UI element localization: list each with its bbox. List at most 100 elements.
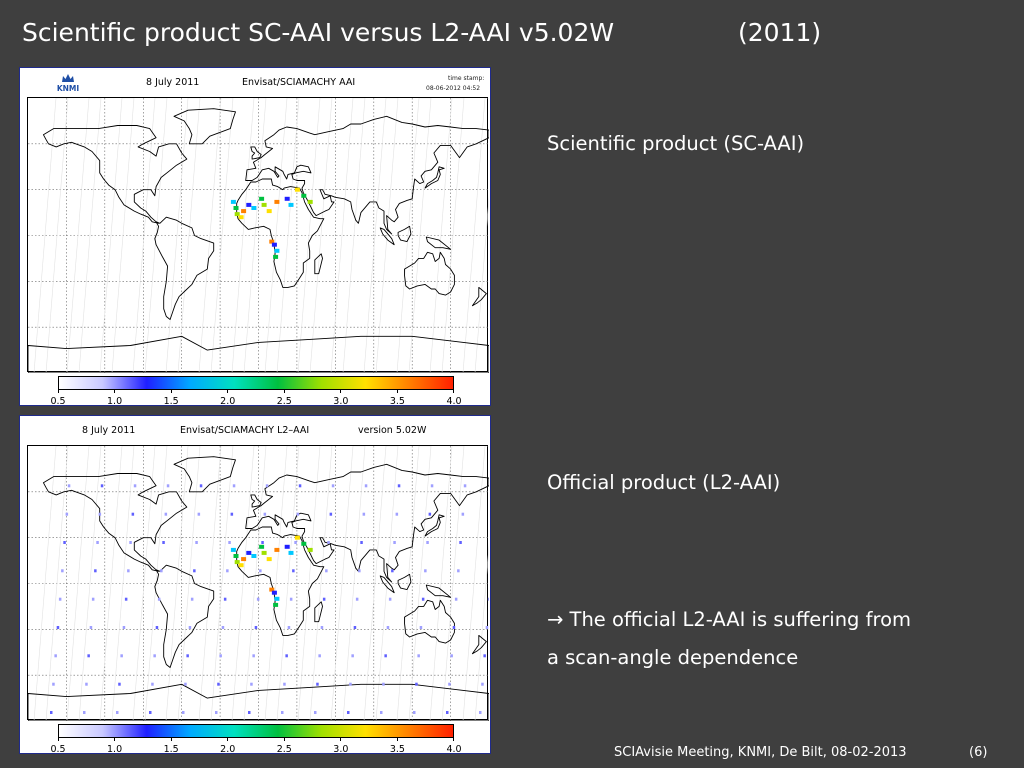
aai-pixel xyxy=(274,248,280,253)
aai-pixel xyxy=(288,202,294,207)
aai-artefact-pixel xyxy=(329,512,333,516)
aai-artefact-pixel xyxy=(58,597,62,601)
world-map xyxy=(27,97,489,373)
colorbar-tick xyxy=(114,389,116,393)
colorbar-label: 2.0 xyxy=(220,396,236,406)
new-guinea-coastline xyxy=(425,584,452,598)
aai-artefact-pixel xyxy=(131,512,135,516)
aai-artefact-pixel xyxy=(318,654,321,658)
aai-pixel xyxy=(273,254,279,259)
aai-artefact-pixel xyxy=(228,541,231,544)
colorbar-tick xyxy=(170,737,172,741)
aai-pixel xyxy=(241,209,247,214)
aai-pixel xyxy=(266,209,272,214)
aai-pixel xyxy=(288,550,294,555)
aai-artefact-pixel xyxy=(483,654,486,658)
aai-pixel xyxy=(238,215,244,220)
aai-artefact-pixel xyxy=(250,682,253,686)
colorbar-label: 4.0 xyxy=(446,396,462,406)
aai-artefact-pixel xyxy=(193,569,196,573)
aai-pixel xyxy=(274,596,280,601)
sc-aai-map-panel: KNMI 8 July 2011 Envisat/SCIAMACHY AAI t… xyxy=(19,67,491,406)
aai-pixel xyxy=(307,199,313,204)
sc-aai-label: Scientific product (SC-AAI) xyxy=(547,132,805,155)
colorbar-tick xyxy=(340,389,342,393)
crown-icon xyxy=(62,74,74,82)
aai-artefact-pixel xyxy=(419,626,423,629)
aai-pixel xyxy=(273,602,279,607)
aai-artefact-pixel xyxy=(388,597,392,601)
aai-artefact-pixel xyxy=(355,597,359,601)
knmi-logo-text: KNMI xyxy=(56,84,80,93)
aai-artefact-pixel xyxy=(56,626,60,629)
colorbar-tick xyxy=(396,389,398,393)
world-map-svg xyxy=(28,98,489,373)
colorbar-label: 2.5 xyxy=(276,744,292,754)
aai-artefact-pixel xyxy=(463,484,467,488)
aai-pixel xyxy=(261,550,267,555)
aai-artefact-pixel xyxy=(96,541,99,544)
eurasia-coastline xyxy=(245,463,489,583)
aai-artefact-pixel xyxy=(351,654,354,658)
aai-artefact-pixel xyxy=(289,597,293,601)
colorbar-tick xyxy=(170,389,172,393)
aai-artefact-pixel xyxy=(450,654,453,658)
aai-artefact-pixel xyxy=(358,569,361,573)
aai-artefact-pixel xyxy=(349,682,352,686)
aai-artefact-pixel xyxy=(417,654,420,658)
new-guinea-coastline xyxy=(425,236,452,250)
aai-artefact-pixel xyxy=(221,626,225,629)
eurasia-coastline xyxy=(245,115,489,235)
aai-artefact-pixel xyxy=(215,711,218,714)
aai-pixel xyxy=(251,206,257,210)
aai-pixel xyxy=(269,239,275,244)
world-map-svg xyxy=(28,446,489,721)
slide-title: Scientific product SC-AAI versus L2-AAI … xyxy=(22,16,1002,50)
aai-artefact-pixel xyxy=(151,682,154,686)
aai-artefact-pixel xyxy=(281,711,284,714)
aai-artefact-pixel xyxy=(217,682,220,686)
aai-artefact-pixel xyxy=(122,626,126,629)
aai-pixel xyxy=(246,202,252,207)
aai-pixel xyxy=(233,206,239,210)
orbit-swath xyxy=(33,446,69,721)
colorbar-tick xyxy=(227,737,229,741)
aai-artefact-pixel xyxy=(160,569,163,573)
aai-pixel xyxy=(307,547,313,552)
aai-artefact-pixel xyxy=(197,512,201,516)
aai-artefact-pixel xyxy=(61,569,64,573)
aai-artefact-pixel xyxy=(327,541,330,544)
australia-coastline xyxy=(404,251,455,296)
map-date: 8 July 2011 xyxy=(146,77,200,88)
aai-artefact-pixel xyxy=(415,682,418,686)
map-header: KNMI 8 July 2011 Envisat/SCIAMACHY AAI t… xyxy=(20,68,490,95)
aai-artefact-pixel xyxy=(459,541,462,544)
colorbar-label: 3.0 xyxy=(333,396,349,406)
aai-pixel xyxy=(230,547,236,552)
aai-artefact-pixel xyxy=(487,597,489,601)
aai-artefact-pixel xyxy=(98,512,102,516)
aai-artefact-pixel xyxy=(83,711,86,714)
aai-artefact-pixel xyxy=(166,484,170,488)
aai-pixel xyxy=(266,557,272,562)
aai-artefact-pixel xyxy=(391,569,394,573)
aai-artefact-pixel xyxy=(380,711,383,714)
colorbar-label: 0.5 xyxy=(50,744,66,754)
japan-coastline xyxy=(424,514,445,537)
orbit-swath xyxy=(165,446,201,721)
aai-pixel xyxy=(261,202,267,207)
aai-artefact-pixel xyxy=(184,682,187,686)
colorbar-label: 0.5 xyxy=(50,396,66,406)
aai-artefact-pixel xyxy=(85,682,88,686)
aai-artefact-pixel xyxy=(316,682,319,686)
aai-pixel xyxy=(269,587,275,592)
knmi-logo: KNMI xyxy=(54,73,82,95)
south-america-coastline xyxy=(154,564,215,668)
aai-pixel xyxy=(259,196,265,201)
madagascar-coastline xyxy=(314,601,323,623)
colorbar-label: 1.0 xyxy=(107,396,123,406)
japan-coastline xyxy=(424,166,445,189)
aai-artefact-pixel xyxy=(129,541,132,544)
aai-artefact-pixel xyxy=(91,597,95,601)
aai-artefact-pixel xyxy=(226,569,229,573)
